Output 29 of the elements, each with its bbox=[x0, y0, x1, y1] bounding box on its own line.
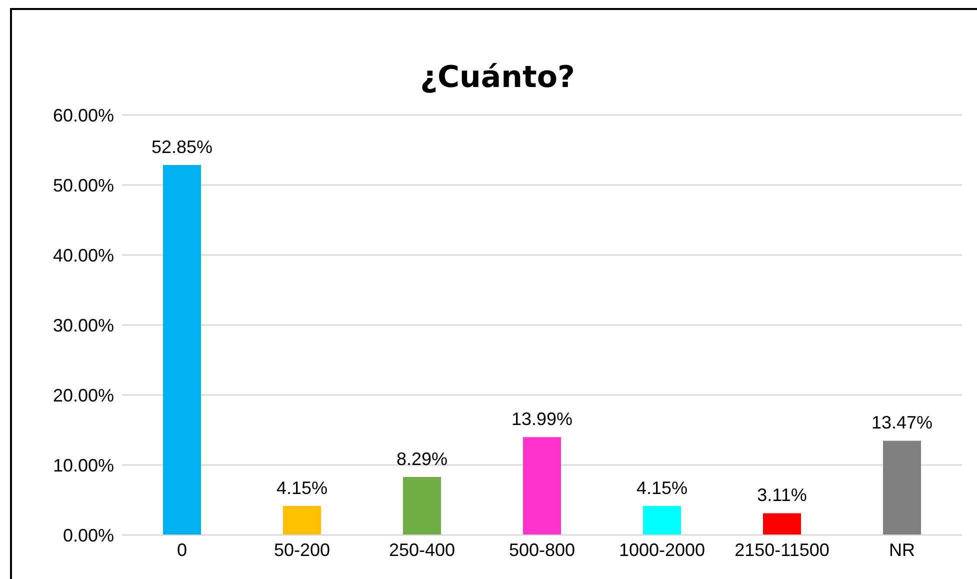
data-label: 52.85% bbox=[151, 137, 213, 158]
bar bbox=[163, 165, 201, 535]
data-label: 13.47% bbox=[871, 412, 933, 433]
y-tick-label: 40.00% bbox=[52, 245, 114, 266]
y-tick-label: 30.00% bbox=[52, 315, 114, 336]
bar bbox=[523, 437, 561, 535]
y-tick-label: 60.00% bbox=[52, 105, 114, 126]
x-tick-label: 250-400 bbox=[388, 540, 456, 560]
data-label: 4.15% bbox=[276, 478, 328, 498]
bar bbox=[883, 440, 921, 535]
chart-title: ¿Cuánto? bbox=[419, 60, 576, 95]
x-tick-label: 500-800 bbox=[508, 540, 576, 560]
bar bbox=[643, 506, 681, 535]
data-label: 8.29% bbox=[396, 448, 448, 469]
bar bbox=[403, 476, 441, 535]
y-tick-label: 0.00% bbox=[62, 525, 114, 546]
x-tick-label: NR bbox=[889, 540, 915, 560]
y-tick-label: 10.00% bbox=[52, 455, 114, 476]
data-label: 3.11% bbox=[757, 485, 807, 506]
x-tick-label: 50-200 bbox=[274, 540, 330, 560]
y-tick-label: 20.00% bbox=[52, 385, 114, 406]
x-tick-label: 2150-11500 bbox=[734, 540, 830, 560]
y-tick-label: 50.00% bbox=[52, 175, 114, 196]
x-tick-label: 1000-2000 bbox=[618, 540, 706, 560]
x-tick-label: 0 bbox=[176, 540, 188, 560]
bar bbox=[763, 513, 801, 535]
bar bbox=[283, 506, 321, 535]
data-label: 13.99% bbox=[511, 409, 573, 430]
data-label: 4.15% bbox=[636, 478, 688, 498]
